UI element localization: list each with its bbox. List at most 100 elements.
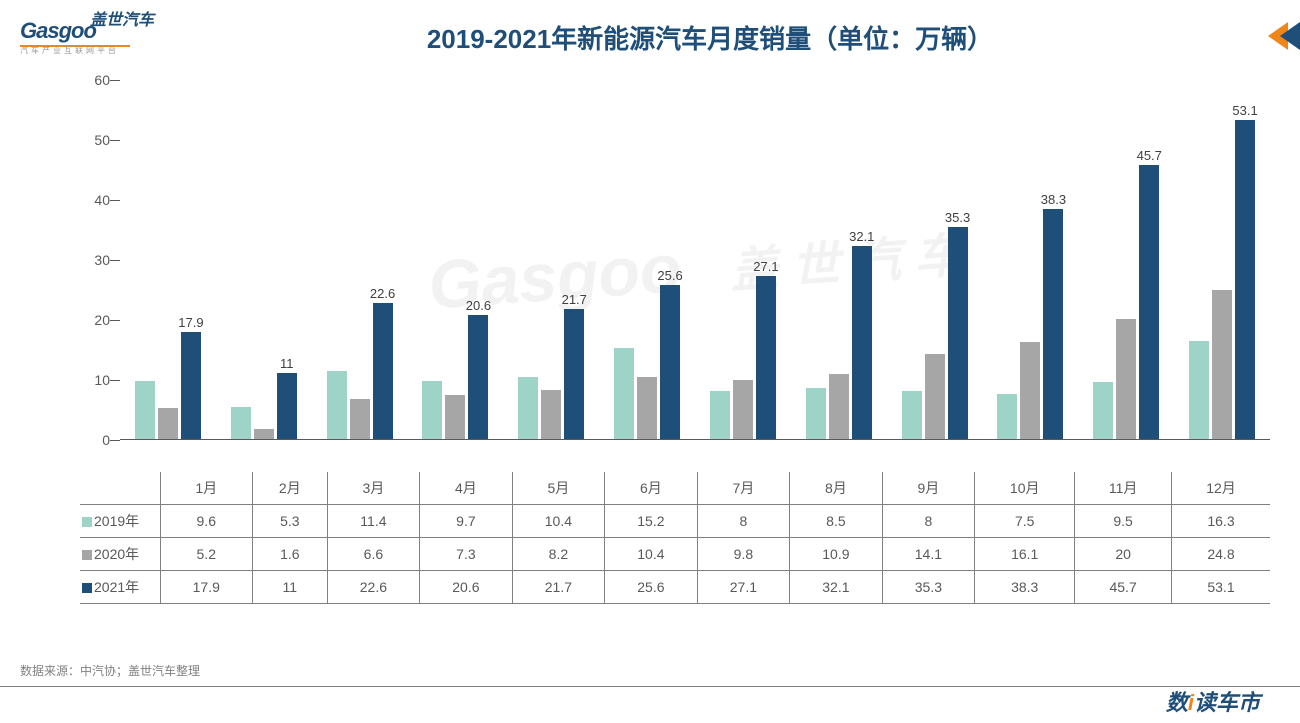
table-cell: 20.6 [420,571,513,604]
bar [327,371,347,439]
bar-value-label: 20.6 [466,298,491,313]
y-tick [110,320,120,321]
chart-area: Gasgoo 盖 世 汽 车 010203040506017.91122.620… [80,80,1270,470]
table-corner [80,472,160,505]
bar-value-label: 21.7 [562,292,587,307]
bar: 35.3 [948,227,968,439]
bar [135,381,155,439]
bar: 45.7 [1139,165,1159,439]
table-cell: 25.6 [605,571,698,604]
table-cell: 8.2 [512,538,605,571]
table-cell: 27.1 [697,571,790,604]
bar [637,377,657,439]
bar [445,395,465,439]
table-cell: 9.7 [420,505,513,538]
corner-decoration [1268,22,1300,50]
bar-value-label: 17.9 [178,315,203,330]
bar: 20.6 [468,315,488,439]
table-cell: 8.5 [790,505,883,538]
bar [1020,342,1040,439]
gasgoo-logo: 盖世汽车 Gasgoo 汽车产业互联网平台 [20,18,160,56]
bar-group: 17.9 [135,332,201,439]
bar: 27.1 [756,276,776,439]
table-cell: 6.6 [327,538,420,571]
y-axis-label: 50 [80,132,110,148]
table-month-header: 7月 [697,472,790,505]
y-axis-label: 30 [80,252,110,268]
table-series-label: 2021年 [80,571,160,604]
bar: 17.9 [181,332,201,439]
table-cell: 16.3 [1171,505,1270,538]
bar [231,407,251,439]
table-cell: 11 [253,571,328,604]
table-cell: 45.7 [1075,571,1172,604]
table-cell: 35.3 [882,571,975,604]
table-cell: 8 [697,505,790,538]
y-tick [110,380,120,381]
table-cell: 24.8 [1171,538,1270,571]
table-cell: 5.2 [160,538,253,571]
table-cell: 9.8 [697,538,790,571]
footer-logo-b: 读车市 [1194,690,1260,715]
chart-title: 2019-2021年新能源汽车月度销量（单位：万辆） [160,19,1260,56]
table-cell: 11.4 [327,505,420,538]
table-cell: 32.1 [790,571,883,604]
table-month-header: 1月 [160,472,253,505]
bar [518,377,538,439]
bar [158,408,178,439]
data-source: 数据来源：中汽协；盖世汽车整理 [20,662,200,679]
bar: 21.7 [564,309,584,439]
table-cell: 14.1 [882,538,975,571]
y-tick [110,440,120,441]
legend-swatch [82,583,92,593]
bar-group: 22.6 [327,303,393,439]
y-axis-label: 20 [80,312,110,328]
bar [710,391,730,439]
bar [541,390,561,439]
table-month-header: 9月 [882,472,975,505]
table-month-header: 8月 [790,472,883,505]
bar [614,348,634,439]
bar-value-label: 53.1 [1232,103,1257,118]
bar [829,374,849,439]
table-cell: 9.5 [1075,505,1172,538]
table-cell: 10.4 [512,505,605,538]
bar: 22.6 [373,303,393,439]
table-cell: 8 [882,505,975,538]
table-month-header: 4月 [420,472,513,505]
y-tick [110,140,120,141]
table-cell: 53.1 [1171,571,1270,604]
bar [1116,319,1136,439]
bar-group: 53.1 [1189,120,1255,439]
bar [925,354,945,439]
bar [1212,290,1232,439]
y-axis-label: 40 [80,192,110,208]
plot-region: Gasgoo 盖 世 汽 车 010203040506017.91122.620… [120,80,1270,440]
table-month-header: 10月 [975,472,1075,505]
table-cell: 5.3 [253,505,328,538]
table-month-header: 6月 [605,472,698,505]
table-cell: 20 [1075,538,1172,571]
y-tick [110,260,120,261]
table-cell: 16.1 [975,538,1075,571]
bar: 25.6 [660,285,680,439]
bar-value-label: 27.1 [753,259,778,274]
bar-group: 21.7 [518,309,584,439]
footer-logo: 数i读车市 [1166,685,1260,717]
table-cell: 22.6 [327,571,420,604]
y-axis-label: 0 [80,432,110,448]
y-tick [110,200,120,201]
bar [1093,382,1113,439]
bar-value-label: 38.3 [1041,192,1066,207]
bar-value-label: 35.3 [945,210,970,225]
bar-value-label: 22.6 [370,286,395,301]
y-axis-label: 10 [80,372,110,388]
footer-divider [0,686,1300,687]
bar [254,429,274,439]
table-cell: 7.5 [975,505,1075,538]
bar-value-label: 25.6 [657,268,682,283]
bar [902,391,922,439]
legend-swatch [82,550,92,560]
bar-value-label: 45.7 [1137,148,1162,163]
table-cell: 38.3 [975,571,1075,604]
